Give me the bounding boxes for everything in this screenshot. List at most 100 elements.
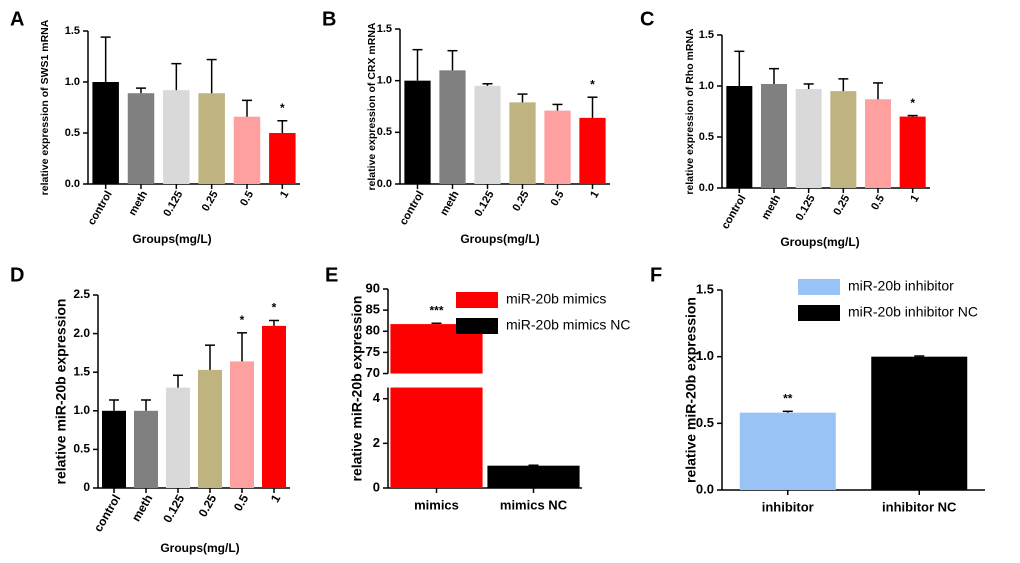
bar: [404, 80, 431, 184]
x-axis-label: Groups(mg/L): [160, 541, 239, 555]
x-tick-label: 0.25: [196, 492, 220, 520]
y-axis-label: relative miR-20b expression: [349, 296, 365, 482]
y-tick-label: 1.5: [696, 281, 714, 296]
y-tick-label: 1.0: [377, 75, 392, 87]
y-tick-label: 0: [373, 479, 380, 494]
x-tick-label: 0.5: [238, 189, 256, 208]
y-tick-label: 0.0: [699, 182, 714, 194]
y-tick-label: 1.5: [73, 364, 90, 378]
y-axis-label: relative expression of Rho mRNA: [684, 28, 696, 195]
significance-label: ***: [429, 303, 443, 317]
y-tick-label: 0.0: [377, 178, 392, 190]
y-tick-label: 70: [366, 365, 380, 380]
legend-label: miR-20b inhibitor NC: [848, 304, 978, 320]
y-tick-label: 1.5: [65, 25, 80, 37]
bar: [134, 410, 158, 488]
y-tick-label: 0.0: [696, 481, 714, 496]
x-tick-label: inhibitor NC: [882, 499, 957, 514]
significance-label: *: [240, 313, 245, 327]
y-axis-label: relative miR-20b expression: [53, 299, 69, 485]
y-tick-label: 90: [366, 280, 380, 295]
x-tick-label: control: [86, 189, 115, 227]
x-tick-label: 0.125: [794, 193, 818, 223]
bar: [726, 86, 753, 188]
y-tick-label: 0.5: [699, 131, 714, 143]
y-tick-label: 2.0: [73, 326, 90, 340]
y-tick-label: 0.0: [65, 178, 80, 190]
legend-swatch: [456, 318, 498, 334]
bar: [127, 93, 155, 184]
x-axis-label: Groups(mg/L): [132, 232, 211, 246]
bar: [390, 387, 483, 488]
x-tick-label: 0.5: [549, 189, 567, 208]
x-tick-label: 1: [278, 189, 291, 200]
panel-letter: C: [640, 8, 654, 30]
x-tick-label: meth: [127, 189, 151, 218]
significance-label: *: [590, 77, 595, 91]
bar: [102, 410, 126, 488]
x-tick-label: 0.25: [831, 193, 852, 218]
y-axis-label: relative expression of CRX mRNA: [366, 22, 378, 190]
y-axis-label: relative expression of SWS1 mRNA: [39, 19, 51, 195]
x-tick-label: inhibitor: [762, 499, 814, 514]
x-tick-label: meth: [760, 193, 784, 222]
panel-letter: E: [325, 264, 338, 286]
x-tick-label: control: [398, 189, 427, 227]
x-tick-label: 1: [588, 189, 601, 200]
significance-label: *: [272, 301, 277, 315]
x-tick-label: 0.25: [200, 189, 221, 214]
panel-letter: F: [650, 264, 662, 286]
significance-label: **: [783, 392, 793, 406]
x-tick-label: mimics NC: [500, 497, 568, 512]
legend-swatch: [798, 279, 840, 295]
bar: [198, 93, 225, 184]
x-tick-label: 0.5: [231, 492, 252, 514]
x-tick-label: 1: [908, 193, 921, 204]
legend-label: miR-20b mimics NC: [506, 317, 630, 333]
y-tick-label: 80: [366, 323, 380, 338]
bar: [230, 361, 254, 488]
bar: [865, 99, 891, 188]
y-tick-label: 0.5: [65, 127, 80, 139]
x-tick-label: 0.125: [472, 189, 496, 219]
bar: [198, 369, 222, 488]
y-axis-label: relative miR-20b expression: [683, 297, 699, 483]
y-tick-label: 0.5: [696, 415, 714, 430]
bar: [166, 387, 190, 488]
panel-letter: B: [322, 8, 336, 30]
panel-letter: D: [10, 264, 24, 286]
bar: [739, 412, 836, 490]
x-tick-label: 0.5: [869, 193, 887, 212]
significance-label: *: [280, 101, 285, 115]
bar: [509, 102, 536, 184]
x-tick-label: meth: [129, 492, 155, 524]
x-tick-label: 0.125: [160, 492, 187, 525]
legend-swatch: [798, 305, 840, 321]
y-tick-label: 1.0: [73, 403, 90, 417]
y-tick-label: 1.0: [65, 76, 80, 88]
x-tick-label: 0.125: [161, 189, 185, 219]
x-tick-label: mimics: [414, 497, 459, 512]
x-axis-label: Groups(mg/L): [780, 235, 859, 249]
x-tick-label: 1: [268, 492, 284, 505]
bar: [163, 90, 190, 184]
x-tick-label: 0.25: [511, 189, 532, 214]
bar: [795, 89, 822, 188]
y-tick-label: 75: [366, 344, 380, 359]
bar: [579, 117, 606, 184]
y-tick-label: 0.5: [377, 126, 392, 138]
significance-label: *: [910, 96, 915, 110]
bar: [262, 325, 286, 488]
y-tick-label: 1.5: [377, 23, 392, 35]
bar: [92, 82, 119, 184]
legend-label: miR-20b inhibitor: [848, 278, 954, 294]
bar: [830, 91, 857, 188]
y-tick-label: 2: [373, 435, 380, 450]
bar: [544, 110, 571, 184]
panel-letter: A: [10, 8, 24, 30]
y-tick-label: 0.5: [73, 442, 90, 456]
bar: [487, 465, 580, 488]
x-tick-label: control: [719, 193, 748, 231]
y-tick-label: 1.5: [699, 29, 714, 41]
